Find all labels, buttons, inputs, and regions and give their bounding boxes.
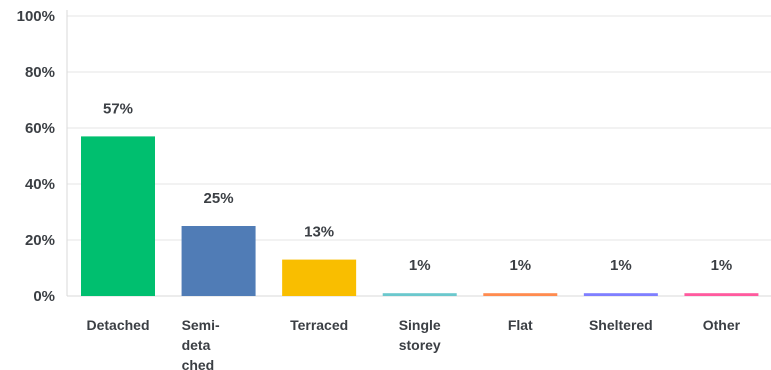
data-label: 1% (509, 257, 531, 274)
category-label-line: deta (182, 337, 211, 353)
y-tick-label: 40% (25, 176, 55, 193)
gridlines (67, 15, 771, 241)
category-label-line: Flat (508, 317, 533, 333)
category-labels: Detached Semi-deta ched Terraced Single store… (86, 317, 740, 370)
y-tick-label: 20% (25, 232, 55, 249)
bar (684, 293, 759, 296)
bar (282, 259, 357, 296)
category-label: Terraced (290, 317, 348, 333)
bar (483, 293, 558, 296)
data-label: 57% (103, 100, 133, 117)
bar (382, 293, 457, 296)
category-label: Sheltered (589, 317, 653, 333)
y-tick-label: 0% (33, 288, 55, 305)
category-label-line: ched (182, 357, 215, 370)
category-label-line: Single (399, 317, 441, 333)
bar (181, 226, 256, 296)
data-label: 1% (610, 257, 632, 274)
category-label-line: storey (399, 337, 441, 353)
data-label: 13% (304, 224, 334, 241)
category-label-line: Other (703, 317, 741, 333)
y-tick-label: 60% (25, 120, 55, 137)
category-label: Single storey (399, 317, 441, 353)
category-label: Semi-deta ched (182, 317, 220, 370)
bar (583, 293, 658, 296)
bar (81, 136, 155, 296)
data-label: 1% (409, 257, 431, 274)
category-label-line: Sheltered (589, 317, 653, 333)
category-label-line: Detached (86, 317, 149, 333)
bars (81, 136, 759, 296)
y-tick-label: 80% (25, 64, 55, 81)
category-label: Flat (508, 317, 533, 333)
category-label-line: Semi- (182, 317, 220, 333)
data-label: 25% (204, 190, 234, 207)
data-label: 1% (711, 257, 733, 274)
data-labels: 57% 25% 13% 1% 1% 1% 1% (103, 100, 732, 274)
category-label-line: Terraced (290, 317, 348, 333)
y-tick-label: 100% (17, 8, 55, 25)
category-label: Detached (86, 317, 149, 333)
category-label: Other (703, 317, 741, 333)
